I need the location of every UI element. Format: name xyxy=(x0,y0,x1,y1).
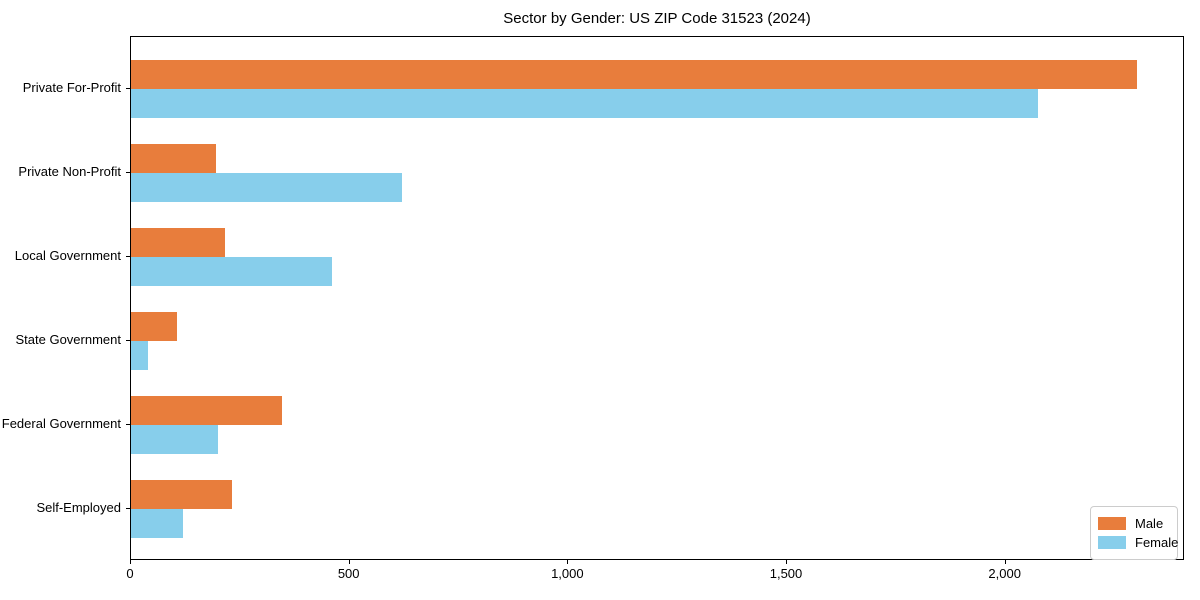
x-tick-label-1,500: 1,500 xyxy=(769,566,803,581)
x-tick-2,000 xyxy=(1004,560,1006,564)
legend-item-female: Female xyxy=(1098,534,1178,551)
legend-label-male: Male xyxy=(1135,516,1164,531)
category-label-federal-government: Federal Government xyxy=(1,416,121,431)
bar-female-federal-government xyxy=(131,425,219,455)
y-tick-private-for-profit xyxy=(126,88,130,89)
bar-male-private-non-profit xyxy=(131,143,217,173)
category-label-self-employed: Self-Employed xyxy=(36,500,121,515)
x-tick-label-1,000: 1,000 xyxy=(551,566,584,581)
y-tick-self-employed xyxy=(126,508,130,509)
bar-female-state-government xyxy=(131,341,149,371)
x-tick-0 xyxy=(130,560,131,564)
chart-title: Sector by Gender: US ZIP Code 31523 (202… xyxy=(503,10,811,27)
y-tick-federal-government xyxy=(126,424,130,425)
bar-male-local-government xyxy=(131,227,226,257)
bar-female-self-employed xyxy=(131,509,184,539)
legend-label-female: Female xyxy=(1135,535,1179,550)
x-tick-label-0: 0 xyxy=(126,566,134,581)
category-label-private-non-profit: Private Non-Profit xyxy=(18,164,121,179)
bar-female-private-non-profit xyxy=(131,173,403,203)
x-tick-500 xyxy=(348,560,350,564)
bar-male-self-employed xyxy=(131,479,232,509)
bar-male-federal-government xyxy=(131,395,282,425)
bar-female-local-government xyxy=(131,257,333,287)
category-label-state-government: State Government xyxy=(15,332,122,347)
plot-area xyxy=(130,36,1184,560)
x-tick-label-500: 500 xyxy=(337,566,360,581)
legend-swatch-male xyxy=(1098,517,1126,530)
legend-swatch-female xyxy=(1098,536,1126,549)
y-tick-private-non-profit xyxy=(126,172,130,173)
legend: Male Female xyxy=(1090,506,1178,560)
bar-male-private-for-profit xyxy=(131,59,1137,89)
bar-female-private-for-profit xyxy=(131,89,1039,119)
x-tick-label-2,000: 2,000 xyxy=(988,566,1021,581)
category-label-private-for-profit: Private For-Profit xyxy=(22,80,121,95)
y-tick-local-government xyxy=(126,256,130,257)
y-tick-state-government xyxy=(126,340,130,341)
bar-male-state-government xyxy=(131,311,177,341)
category-label-local-government: Local Government xyxy=(14,248,121,263)
x-tick-1,500 xyxy=(786,560,788,564)
legend-item-male: Male xyxy=(1098,515,1169,532)
x-tick-1,000 xyxy=(567,560,569,564)
